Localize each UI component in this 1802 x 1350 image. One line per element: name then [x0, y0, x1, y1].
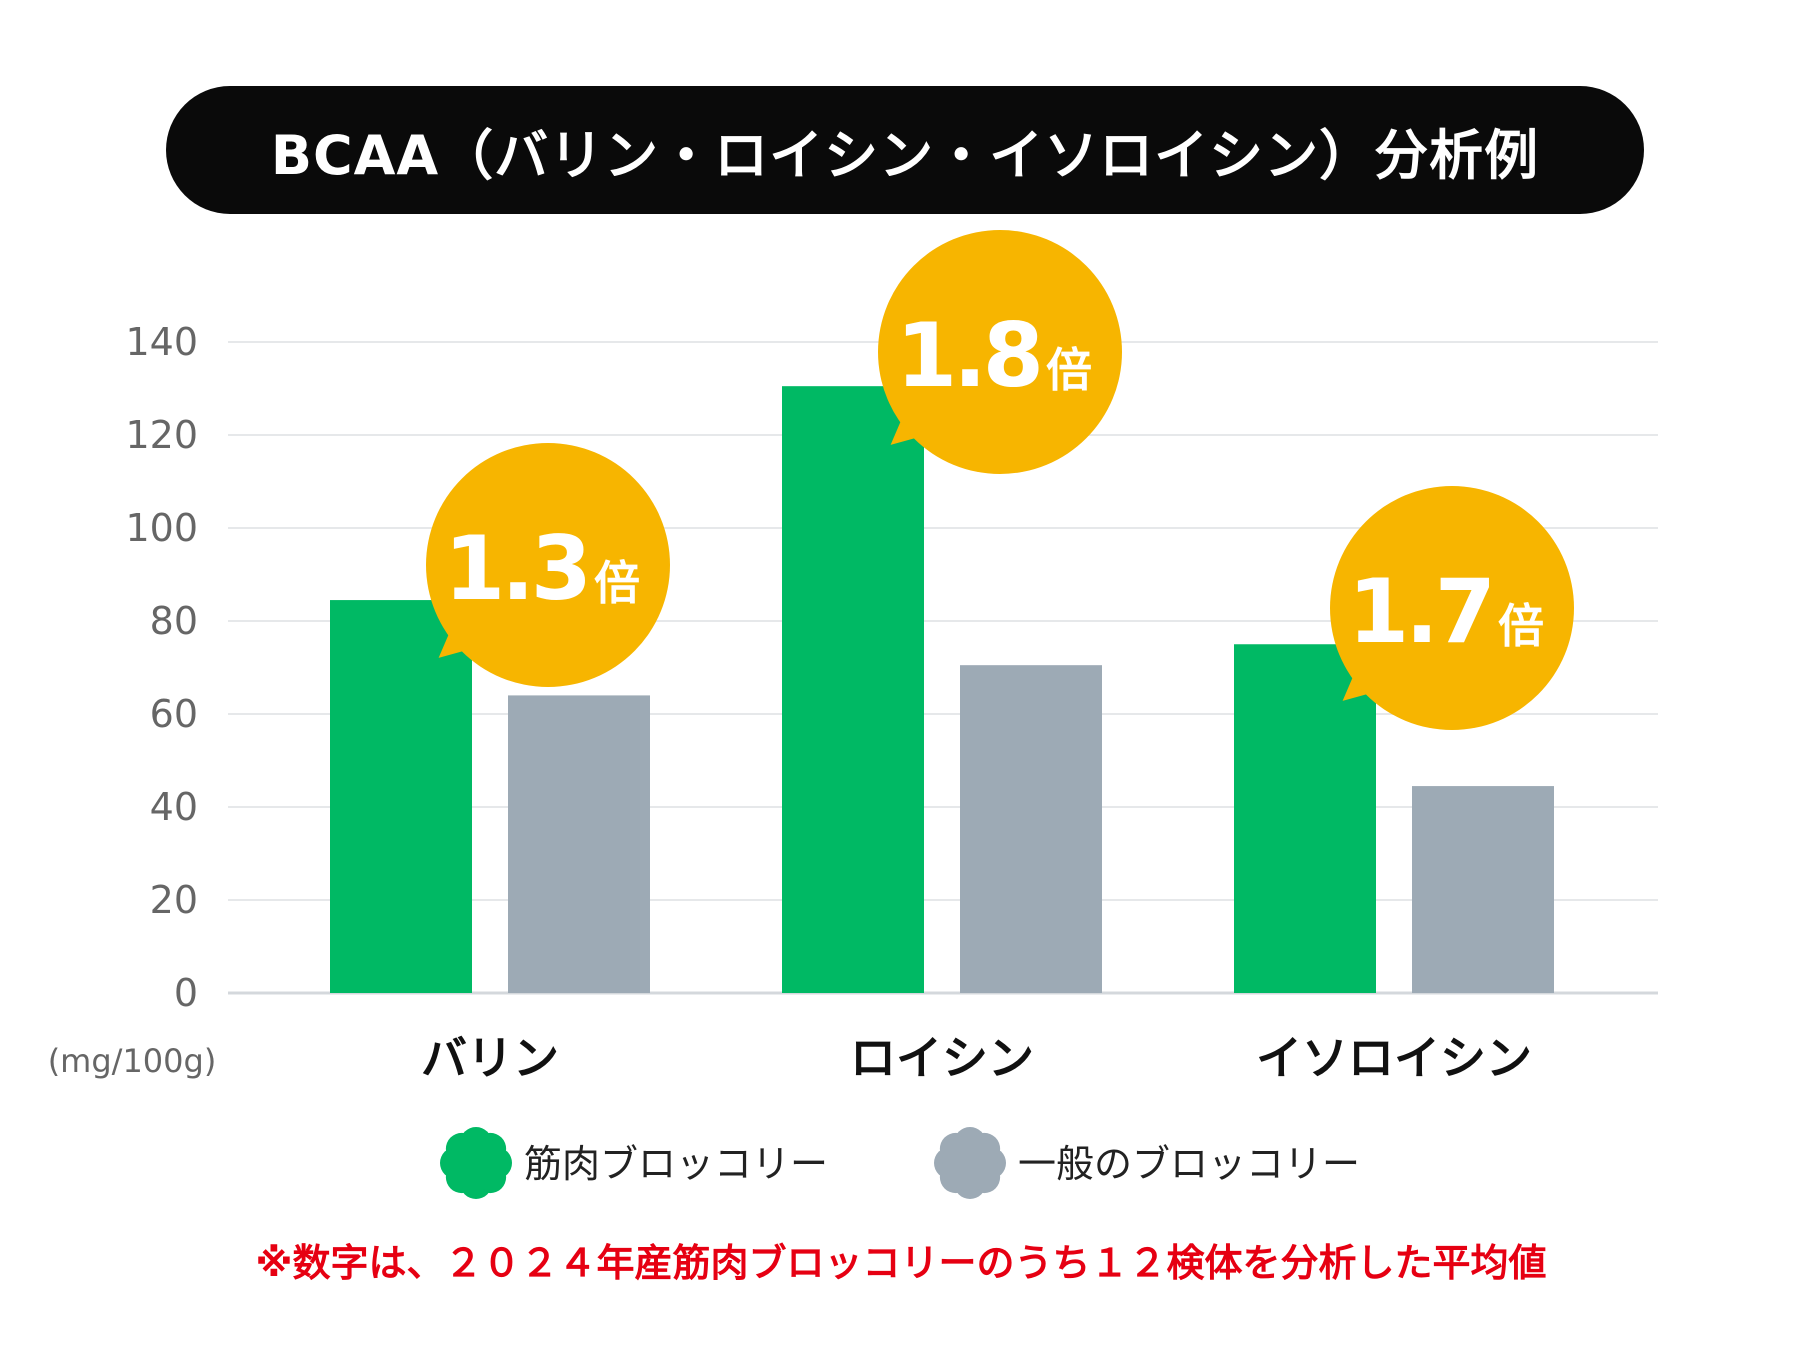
y-tick-label: 20 — [150, 878, 198, 922]
ratio-label: 1.8 倍 — [896, 304, 1092, 407]
legend-swatch-regular-broccoli — [934, 1127, 1006, 1199]
ratio-bubble — [426, 443, 670, 687]
legend-label: 筋肉ブロッコリー — [524, 1142, 828, 1186]
y-tick-label: 60 — [150, 692, 198, 736]
x-category-label: ロイシン — [850, 1031, 1034, 1085]
ratio-label: 1.7 倍 — [1348, 560, 1544, 663]
ratio-label: 1.3 倍 — [444, 517, 640, 620]
x-category-label: イソロイシン — [1256, 1031, 1532, 1085]
bar-muscle-broccoli — [782, 386, 924, 993]
y-tick-label: 100 — [125, 506, 198, 550]
legend-swatch-muscle-broccoli — [440, 1127, 512, 1199]
y-tick-label: 120 — [125, 413, 198, 457]
bar-muscle-broccoli — [330, 600, 472, 993]
ratio-bubble — [1330, 486, 1574, 730]
chart-title-banner: BCAA（バリン・ロイシン・イソロイシン）分析例 — [166, 86, 1644, 214]
y-tick-label: 40 — [150, 785, 198, 829]
y-tick-label: 0 — [174, 971, 198, 1015]
bar-regular-broccoli — [960, 665, 1102, 993]
y-unit-label: (mg/100g) — [48, 1042, 217, 1080]
chart-title: BCAA（バリン・ロイシン・イソロイシン）分析例 — [270, 123, 1540, 187]
y-tick-label: 80 — [150, 599, 198, 643]
y-tick-label: 140 — [125, 320, 198, 364]
bar-muscle-broccoli — [1234, 644, 1376, 993]
ratio-bubble — [878, 230, 1122, 474]
legend-label: 一般のブロッコリー — [1018, 1142, 1360, 1186]
bar-regular-broccoli — [508, 695, 650, 993]
bar-regular-broccoli — [1412, 786, 1554, 993]
x-category-label: バリン — [421, 1031, 559, 1085]
footnote: ※数字は、２０２４年産筋肉ブロッコリーのうち１２検体を分析した平均値 — [255, 1241, 1547, 1285]
